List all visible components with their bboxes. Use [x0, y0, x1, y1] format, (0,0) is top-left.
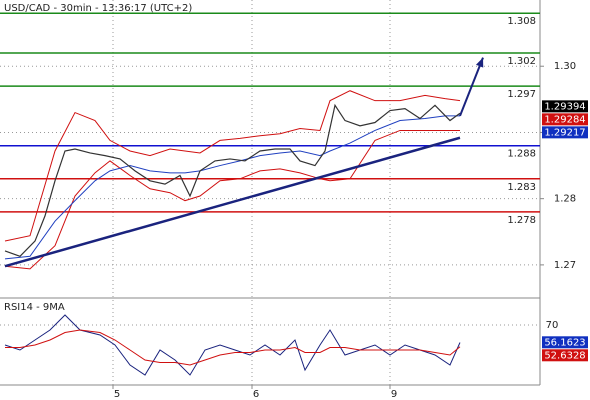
level-label: 1.308 — [507, 16, 536, 27]
arrow-head — [475, 57, 484, 68]
y-tick-label: 1.30 — [554, 61, 576, 72]
y-tick-label: 1.27 — [554, 260, 576, 271]
value-label: 52.6328 — [544, 350, 585, 361]
y-tick-label: 1.28 — [554, 194, 576, 205]
price-line — [4, 103, 461, 257]
value-label: 56.1623 — [544, 337, 585, 348]
band-upper — [4, 90, 461, 242]
level-label: 1.283 — [507, 182, 536, 193]
rsi-label: RSI14 - 9MA — [4, 302, 65, 313]
rsi-line — [5, 329, 461, 366]
x-tick-label: 5 — [114, 389, 120, 400]
level-label: 1.297 — [507, 89, 536, 100]
level-label: 1.302 — [507, 56, 536, 67]
y-tick-label: 70 — [546, 320, 559, 331]
value-label: 1.29217 — [544, 127, 585, 138]
value-label: 1.29284 — [544, 114, 585, 125]
x-tick-label: 6 — [253, 389, 259, 400]
level-label: 1.288 — [507, 149, 536, 160]
value-box — [542, 336, 588, 349]
arrow — [459, 57, 484, 117]
value-box — [542, 349, 588, 362]
band-ma — [4, 115, 460, 260]
value-label: 1.29394 — [544, 101, 585, 112]
chart-title: USD/CAD - 30min - 13:36:17 (UTC+2) — [4, 3, 192, 14]
trendline — [4, 136, 461, 268]
x-tick-label: 9 — [391, 389, 397, 400]
band-lower — [4, 129, 460, 270]
value-box — [542, 100, 588, 113]
value-box — [542, 126, 588, 139]
level-label: 1.278 — [507, 215, 536, 226]
value-box — [542, 113, 588, 126]
